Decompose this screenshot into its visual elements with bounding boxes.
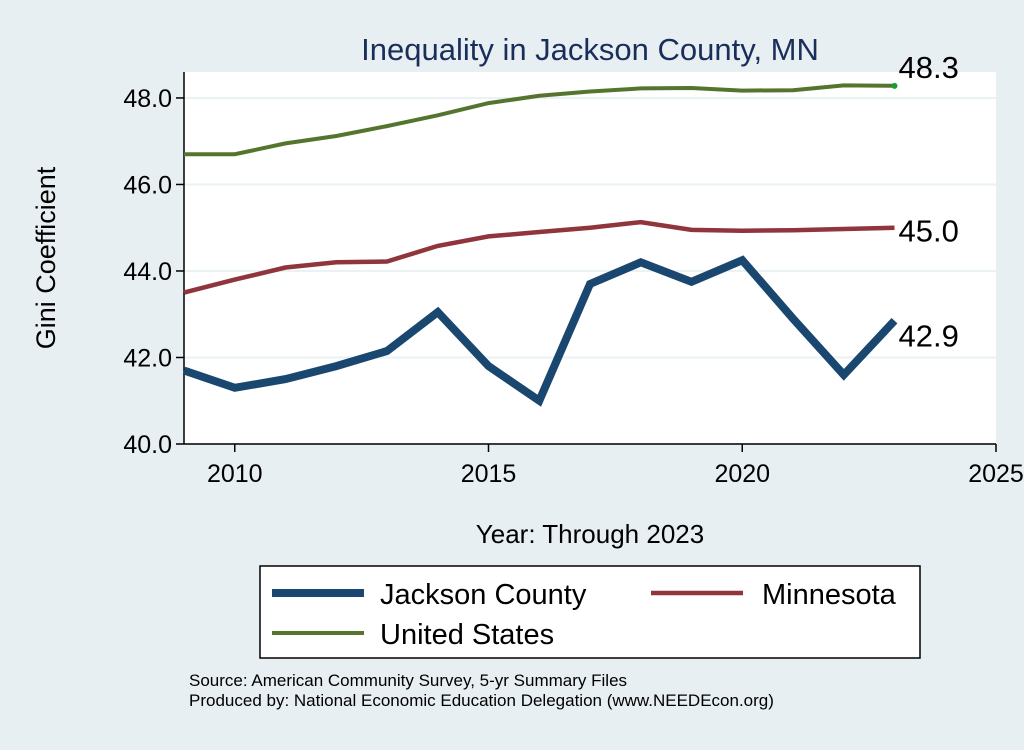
axes: 40.0 42.0 44.0 46.0 48.0 2010 2015 2020 2025 xyxy=(123,72,1024,488)
end-label-minnesota: 45.0 xyxy=(899,214,959,249)
x-tick-label: 2025 xyxy=(968,460,1024,488)
end-marker-united-states xyxy=(891,82,898,89)
plot-area xyxy=(184,72,996,444)
producer-line: Produced by: National Economic Education… xyxy=(189,691,774,710)
x-tick-label: 2020 xyxy=(714,460,770,488)
legend-label-jackson-county: Jackson County xyxy=(380,579,587,611)
y-tick-label: 42.0 xyxy=(123,344,172,372)
y-axis-label: Gini Coefficient xyxy=(31,166,61,349)
legend-label-united-states: United States xyxy=(380,619,554,651)
source-line: Source: American Community Survey, 5-yr … xyxy=(189,671,627,690)
chart-title: Inequality in Jackson County, MN xyxy=(361,32,819,67)
end-label-jackson-county: 42.9 xyxy=(899,319,959,354)
y-tick-label: 40.0 xyxy=(123,431,172,459)
legend: Jackson County Minnesota United States xyxy=(272,579,897,651)
series-line-united-states xyxy=(184,83,895,157)
x-tick-label: 2010 xyxy=(207,460,263,488)
y-tick-label: 46.0 xyxy=(123,171,172,199)
x-axis-label: Year: Through 2023 xyxy=(476,519,704,549)
legend-label-minnesota: Minnesota xyxy=(762,579,897,611)
series-line-minnesota xyxy=(183,219,895,295)
x-tick-label: 2015 xyxy=(461,460,517,488)
legend-box xyxy=(259,565,921,659)
end-label-united-states: 48.3 xyxy=(899,50,959,85)
y-tick-label: 48.0 xyxy=(123,85,172,113)
end-labels: 48.3 45.0 42.9 xyxy=(891,50,959,354)
series-line-jackson-county xyxy=(182,255,898,407)
y-tick-label: 44.0 xyxy=(123,258,172,286)
series-lines xyxy=(182,83,898,407)
